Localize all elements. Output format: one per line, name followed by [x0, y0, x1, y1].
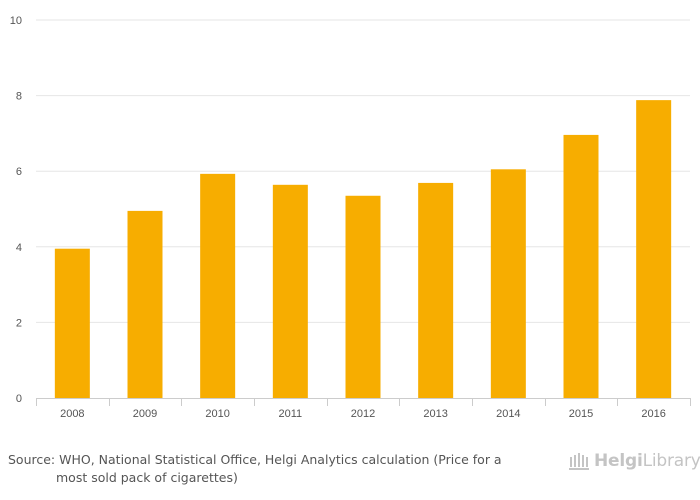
x-tick-label: 2016	[641, 408, 665, 420]
source-line-2: most sold pack of cigarettes)	[56, 470, 238, 485]
y-tick-label: 4	[16, 242, 22, 254]
y-tick-label: 6	[16, 166, 22, 178]
bar-chart: 0 2 4 6 8 10 2008 2009 2010 2011 2012 2013 2014 2015…	[10, 15, 691, 420]
x-tick-label: 2011	[279, 408, 303, 420]
x-tick-label: 2008	[60, 408, 84, 420]
bars	[54, 100, 672, 399]
y-tick-label: 8	[16, 91, 22, 103]
x-tick-label: 2009	[133, 408, 157, 420]
bar-2016	[636, 100, 672, 399]
y-tick-label: 10	[10, 15, 22, 27]
x-tick-label: 2015	[569, 408, 593, 420]
source-line-1: Source: WHO, National Statistical Office…	[8, 452, 502, 467]
bar-2009	[127, 210, 163, 398]
x-tick-label: 2010	[205, 408, 229, 420]
x-tick-label: 2013	[423, 408, 447, 420]
bar-2008	[54, 248, 90, 398]
x-axis	[36, 398, 691, 406]
brand-name-bold: Helgi	[594, 451, 643, 471]
library-columns-icon	[569, 453, 589, 470]
brand-name: HelgiLibrary.	[594, 451, 700, 471]
bar-2014	[490, 169, 526, 398]
x-axis-tick-labels: 2008 2009 2010 2011 2012 2013 2014 2015 2016	[60, 408, 666, 420]
y-tick-label: 0	[16, 393, 22, 405]
y-tick-label: 2	[16, 317, 22, 329]
x-tick-label: 2012	[351, 408, 375, 420]
bar-2015	[563, 134, 599, 399]
source-note: Source: WHO, National Statistical Office…	[8, 451, 528, 487]
bar-2013	[418, 182, 454, 398]
brand-name-rest: Library.	[642, 451, 700, 471]
bar-2012	[345, 195, 381, 398]
bar-2011	[272, 184, 308, 398]
helgi-library-logo[interactable]: HelgiLibrary.	[568, 449, 700, 473]
y-axis-tick-labels: 0 2 4 6 8 10	[10, 15, 22, 405]
bar-2010	[200, 173, 236, 398]
x-tick-label: 2014	[496, 408, 520, 420]
